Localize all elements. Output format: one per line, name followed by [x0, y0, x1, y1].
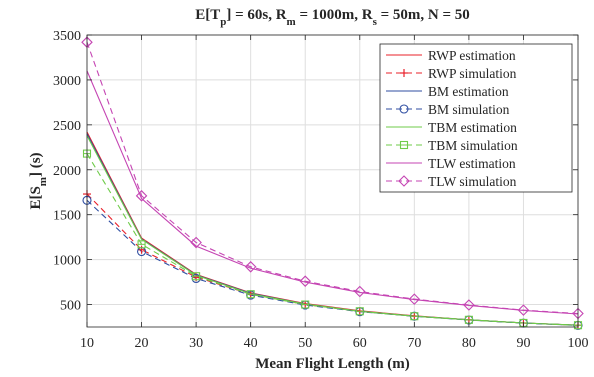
y-tick-label: 2000: [53, 164, 81, 179]
y-tick-label: 500: [60, 299, 81, 314]
x-tick-label: 90: [516, 336, 530, 351]
legend-marker: [399, 140, 409, 150]
legend-label: RWP simulation: [428, 66, 517, 81]
data-point-5-6: [410, 312, 419, 321]
axes-box: [86, 34, 579, 328]
legend-marker: [399, 104, 409, 114]
legend: RWP estimation RWP simulation BM estimatio…: [379, 43, 573, 193]
legend-label: TLW estimation: [428, 156, 516, 171]
data-point-5-5: [355, 307, 364, 316]
x-tick-label: 20: [135, 336, 149, 351]
x-tick-label: 80: [462, 336, 476, 351]
legend-item: TBM estimation: [386, 120, 517, 135]
data-point-5-1: [137, 240, 146, 249]
data-point-5-3: [246, 290, 255, 299]
data-point-5-4: [301, 300, 310, 309]
series-lines: [86, 42, 579, 326]
legend-label: BM estimation: [428, 84, 509, 99]
data-point-7-4: [299, 275, 312, 287]
data-point-7-6: [408, 293, 421, 305]
legend-item: BM estimation: [386, 84, 509, 99]
x-tick-label: 70: [407, 336, 421, 351]
series-line-5: [86, 153, 579, 326]
series-line-3: [86, 199, 579, 326]
legend-label: TBM estimation: [428, 120, 517, 135]
x-tick-label: 40: [244, 336, 258, 351]
x-tick-label: 50: [298, 336, 312, 351]
ticks: 10 20 30 40 50 60 70 80 90 100 500 1000 1500 2000 2500…: [53, 29, 589, 351]
legend-item: RWP estimation: [386, 48, 516, 63]
legend-label: TLW simulation: [428, 174, 517, 189]
y-axis-label: E[Sm] (s): [28, 152, 49, 209]
x-tick-label: 100: [568, 336, 589, 351]
legend-label: TBM simulation: [428, 138, 518, 153]
y-tick-label: 1000: [53, 254, 81, 269]
data-point-7-7: [463, 299, 475, 311]
data-point-5-2: [192, 272, 201, 281]
legend-label: RWP estimation: [428, 48, 516, 63]
y-tick-label: 3000: [53, 74, 81, 89]
data-point-7-8: [517, 304, 530, 316]
data-point-7-5: [353, 285, 366, 298]
legend-item: RWP simulation: [386, 66, 517, 81]
legend-marker: [400, 69, 408, 77]
legend-item: BM simulation: [386, 102, 510, 117]
x-tick-label: 30: [189, 336, 203, 351]
y-tick-label: 3500: [53, 29, 81, 44]
y-tick-label: 2500: [53, 119, 81, 134]
legend-box: [379, 43, 573, 193]
x-tick-label: 10: [80, 336, 94, 351]
legend-label: BM simulation: [428, 102, 510, 117]
legend-item: TLW simulation: [386, 174, 517, 189]
y-tick-label: 1500: [53, 209, 81, 224]
data-point-7-2: [190, 236, 202, 249]
data-point-7-1: [135, 190, 148, 202]
legend-item: TBM simulation: [386, 138, 518, 153]
legend-marker: [398, 175, 410, 187]
x-tick-label: 60: [353, 336, 367, 351]
series-line-7: [86, 42, 579, 315]
chart-title: E[Tp] = 60s, Rm = 1000m, Rs = 50m, N = 5…: [195, 7, 470, 28]
legend-item: TLW estimation: [386, 156, 516, 171]
x-axis-label: Mean Flight Length (m): [255, 356, 410, 372]
data-point-7-3: [244, 261, 257, 273]
